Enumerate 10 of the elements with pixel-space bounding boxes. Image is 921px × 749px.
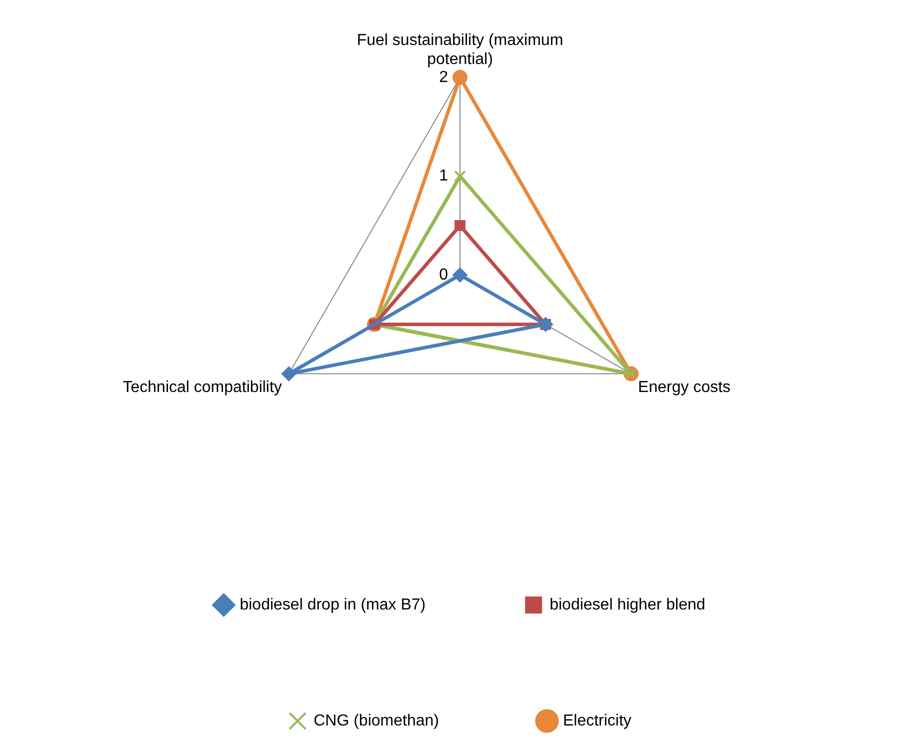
legend-label: biodiesel higher blend [550,596,706,614]
spoke-label: Energy costs [638,378,731,396]
y-tick-label: 0 [439,266,448,284]
legend-label: Electricity [562,712,632,730]
legend-label: biodiesel drop in (max B7) [240,596,426,614]
y-tick-label: 1 [439,168,448,185]
legend-label: CNG (biomethan) [314,712,439,730]
spoke-label: Technical compatibility [122,378,282,396]
spoke-label: Fuel sustainability (maximum potential) [356,32,564,68]
y-tick-label: 2 [439,68,448,86]
